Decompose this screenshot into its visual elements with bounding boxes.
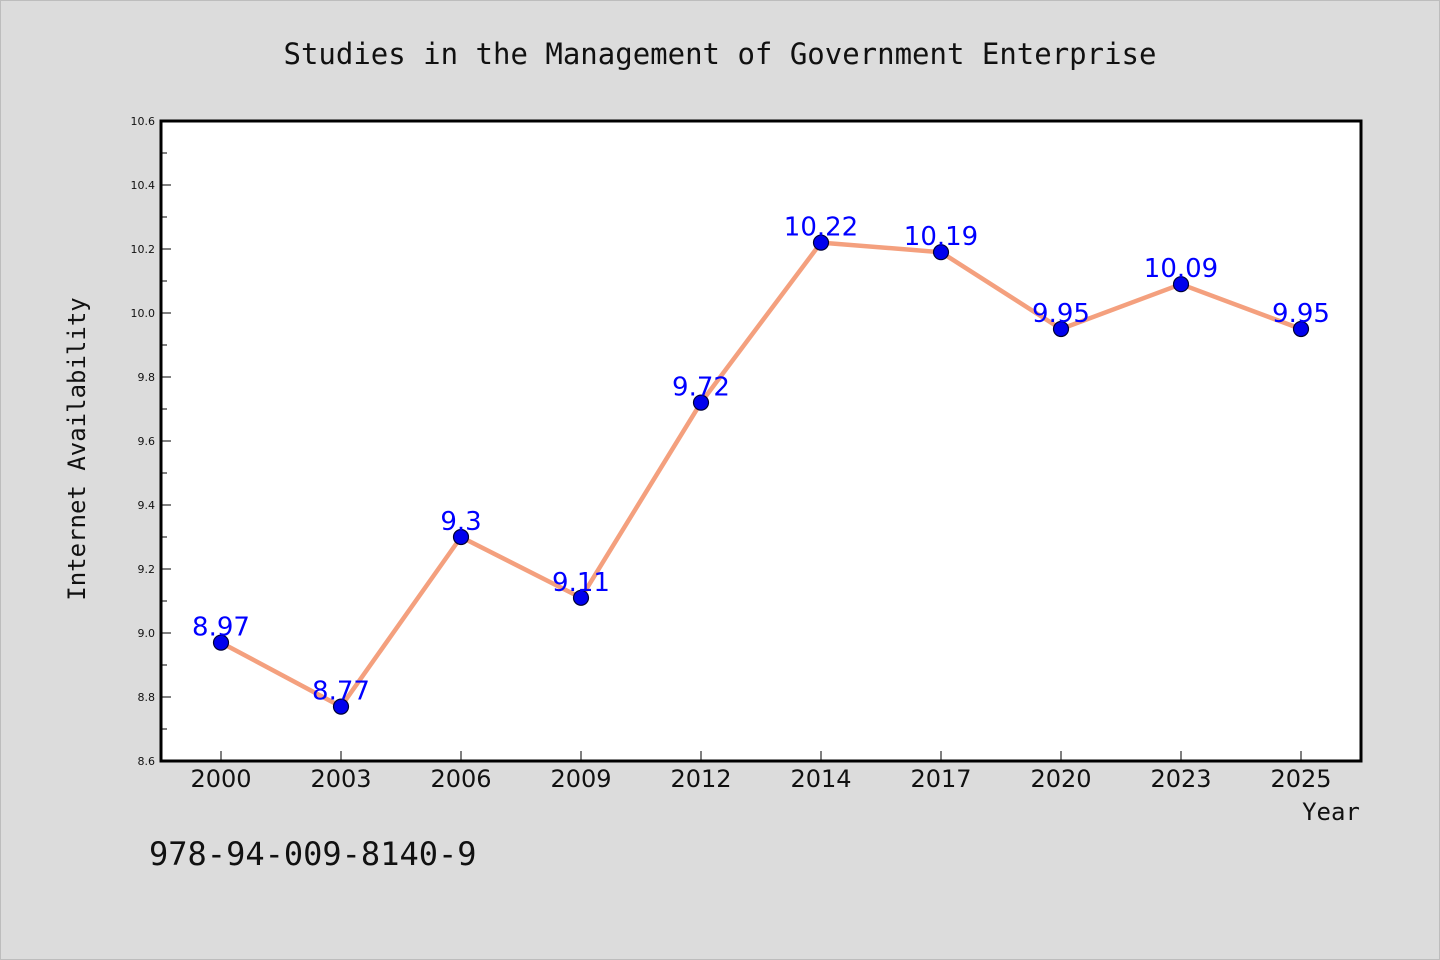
data-labels: 8.97 8.77 9.3 9.11 9.72 10.22 10.19 9.95 10.09 9.…: [192, 213, 1330, 707]
data-point-marker: [692, 394, 710, 411]
x-tick-label: 2006: [430, 765, 491, 793]
data-point-marker: [452, 528, 470, 546]
x-tick-label: 2014: [790, 765, 851, 793]
data-point-marker: [932, 244, 950, 261]
data-point-label: 10.22: [784, 213, 858, 243]
data-point-marker: [1052, 320, 1070, 338]
chart-title: Studies in the Management of Government …: [284, 37, 1157, 71]
y-tick-label: 9.8: [138, 371, 156, 384]
data-point-label: 9.95: [1272, 299, 1330, 329]
data-point-label: 9.3: [440, 507, 481, 537]
data-point-label: 10.19: [904, 222, 978, 252]
plot-area: [161, 121, 1361, 761]
x-tick-label: 2025: [1270, 765, 1331, 793]
y-tick-label: 10.6: [131, 115, 156, 128]
x-axis-label: Year: [1302, 798, 1360, 826]
y-axis-label: Internet Availability: [63, 297, 91, 600]
y-tick-label: 10.4: [131, 179, 156, 192]
data-point-marker: [332, 698, 350, 715]
data-point-label: 9.72: [672, 373, 730, 403]
x-tick-label: 2000: [190, 765, 251, 793]
data-markers: [212, 234, 1310, 715]
x-tick-label: 2017: [910, 765, 971, 793]
data-point-label: 9.11: [552, 568, 610, 598]
data-point-marker: [212, 634, 230, 651]
y-tick-label: 10.0: [131, 307, 156, 320]
y-tick-label: 9.6: [138, 435, 156, 448]
plot-frame: [159, 119, 1363, 763]
data-point-marker: [572, 589, 590, 606]
isbn-text: 978-94-009-8140-9: [149, 835, 477, 873]
y-tick-label: 9.4: [138, 499, 156, 512]
data-point-label: 9.95: [1032, 299, 1090, 329]
series-line: [218, 240, 1304, 709]
data-point-label: 8.77: [312, 677, 370, 707]
y-tick-label: 8.6: [138, 755, 156, 768]
y-tick-label: 9.0: [138, 627, 156, 640]
x-tick-label: 2012: [670, 765, 731, 793]
data-point-marker: [812, 234, 830, 251]
y-tick-label: 8.8: [138, 691, 156, 704]
data-point-marker: [1292, 320, 1310, 338]
x-tick-label: 2023: [1150, 765, 1211, 793]
x-axis: 2000 2003 2006 2009 2012 2014 2017 2020 2023 2025: [190, 751, 1332, 793]
y-tick-label: 10.2: [131, 243, 156, 256]
x-tick-label: 2020: [1030, 765, 1091, 793]
x-tick-label: 2003: [310, 765, 371, 793]
x-tick-label: 2009: [550, 765, 611, 793]
data-point-label: 10.09: [1144, 254, 1218, 284]
data-point-marker: [1172, 276, 1190, 293]
data-point-label: 8.97: [192, 613, 250, 643]
y-tick-label: 9.2: [138, 563, 156, 576]
y-axis: 8.6 8.8 9.0 9.2 9.4 9.6 9.8 10.0 10.2 10.4 10.6: [131, 115, 171, 768]
